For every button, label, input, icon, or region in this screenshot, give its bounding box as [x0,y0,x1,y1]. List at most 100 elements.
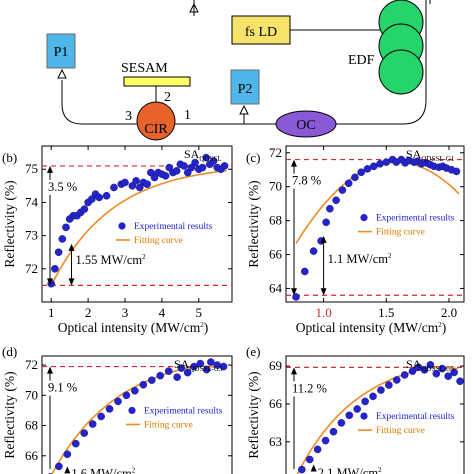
saturation-arrow-head-up [310,464,317,472]
modulation-depth-label-bg [46,179,86,195]
panel-label: (c) [246,150,260,165]
data-point [332,196,340,205]
legend-marker-points [360,412,368,420]
data-point [173,373,181,381]
data-point [80,429,89,437]
data-point [369,392,377,401]
data-point [198,163,207,172]
data-point [357,168,366,177]
data-point [337,419,346,427]
modulation-depth-label-bg [46,380,86,396]
data-point [444,372,452,380]
data-point [353,405,362,413]
arrow-p2 [239,104,249,115]
x-tick-label: 5 [196,305,203,320]
arrow-up-ld [189,2,199,13]
data-point [164,367,173,375]
data-point [351,173,359,182]
saturation-arrow-head-up [320,235,327,243]
saturation-intensity-label: 1.55 MW/cm2 [76,253,147,267]
saturation-arrow-head-up [68,243,75,251]
y-tick-label: 73 [25,228,38,243]
saturation-intensity-value: 1.6 MW/cm [71,467,132,474]
data-point [400,371,409,379]
cir-label: CIR [144,122,168,137]
legend-marker-points [360,214,368,222]
oc-label: OC [296,118,315,133]
saturation-intensity-label: 1.6 MW/cm2 [71,467,135,474]
modulation-depth-label: 11.2 % [292,381,327,395]
data-point [305,455,314,464]
legend-label-points: Experimental results [144,406,223,416]
arrow-head-up [47,165,53,173]
x-tick-label: 2 [85,305,92,320]
data-point [408,367,417,375]
x-tick-label: 1.5 [378,305,394,320]
arrow-head-up [291,367,297,375]
data-point [105,405,114,413]
p1-box [46,33,76,69]
modulation-depth-label: 7.8 % [292,174,321,188]
legend-marker-points [118,222,126,230]
fs-ld-box [231,15,291,45]
modulation-depth-label-bg [290,381,330,397]
data-point [102,191,111,200]
data-point [202,365,211,374]
data-point [139,380,148,389]
legend-label-points: Experimental results [376,214,455,224]
fs-ld-label: fs LD [245,25,277,40]
port-3-label: 3 [125,109,132,124]
data-point [80,205,89,213]
sample-label-sub: QDSSL-G5 [421,365,455,373]
data-point [209,157,218,165]
data-point [345,411,354,420]
data-point [322,218,330,227]
y-axis-title: Reflectivity (%) [246,180,261,267]
modulation-depth-label: 3.5 % [48,180,77,194]
x-tick-label: 3 [122,305,129,320]
sample-label: SAQDSSL-G5 [406,357,455,373]
data-point [450,368,458,377]
data-point [54,248,63,257]
y-tick-label: 74 [25,194,39,209]
p1-label: P1 [54,45,69,60]
legend-label-fit: Fitting curve [376,228,425,238]
x-tick-label: 2.0 [441,305,457,320]
data-point [121,178,129,187]
data-point [420,366,429,374]
data-point [131,386,139,395]
port-2-label: 2 [164,90,171,105]
plot-frame [285,145,465,303]
saturation-intensity-value: 2.1 MW/cm [318,466,379,474]
data-point [161,172,170,180]
y-tick-label: 68 [269,213,282,228]
data-point [301,267,309,276]
data-point [377,386,385,394]
y-tick-label: 72 [269,145,282,160]
data-point [132,177,140,185]
data-point [190,362,198,371]
y-axis-title: Reflectivity (%) [2,371,17,458]
data-point [326,204,334,213]
data-point [219,362,228,371]
port-1-label: 1 [184,108,191,123]
sample-label-main: SA [406,357,422,371]
x-axis-title-end: ) [204,320,209,335]
y-tick-label: 66 [269,247,283,262]
data-point [385,381,393,389]
sesam-label: SESAM [121,61,168,76]
edf-coil-loop-3 [378,49,424,95]
sample-label-sub: QDSSL-G1 [421,155,455,163]
x-axis-title-sup: 2 [200,321,204,329]
x-axis-title: Optical intensity (MW/cm2) [58,320,208,335]
data-point [122,391,131,400]
data-point [452,167,461,176]
plot-frame [41,355,233,474]
saturation-arrow-head-up [64,466,71,474]
saturation-intensity-sup: 2 [132,467,136,474]
data-point [180,162,188,170]
x-tick-label: 1.0 [315,305,331,320]
fiber-loop [61,0,427,125]
